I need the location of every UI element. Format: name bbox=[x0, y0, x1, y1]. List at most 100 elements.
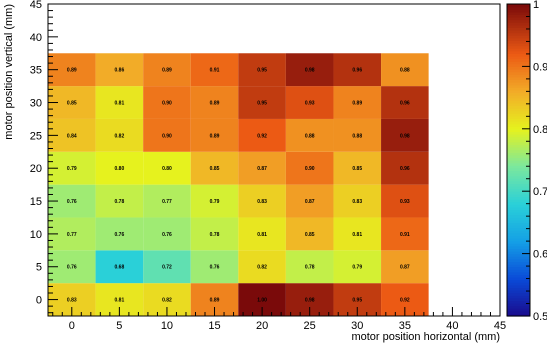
heatmap-cell bbox=[238, 217, 286, 251]
cell-value-label: 0.98 bbox=[400, 133, 410, 139]
color-scale-band bbox=[507, 193, 530, 197]
cell-value-label: 0.76 bbox=[115, 232, 125, 238]
cell-value-label: 0.72 bbox=[162, 265, 172, 271]
y-tick-label: 20 bbox=[30, 163, 42, 175]
cell-value-label: 1.00 bbox=[257, 298, 267, 304]
cell-value-label: 0.98 bbox=[305, 68, 315, 74]
cell-value-label: 0.93 bbox=[305, 101, 315, 107]
heatmap-cell bbox=[285, 118, 334, 152]
color-scale-band bbox=[507, 235, 530, 239]
y-tick-label: 30 bbox=[30, 98, 42, 110]
heatmap-cell bbox=[238, 250, 286, 284]
color-scale-band bbox=[507, 264, 530, 268]
heatmap-cell bbox=[333, 184, 382, 218]
x-tick-label: 15 bbox=[208, 320, 220, 332]
cell-value-label: 0.83 bbox=[352, 199, 362, 205]
color-scale-band bbox=[507, 240, 530, 244]
color-scale-band bbox=[507, 134, 530, 138]
cell-value-label: 0.89 bbox=[210, 298, 220, 304]
color-scale-band bbox=[507, 123, 530, 127]
heatmap-cell bbox=[333, 217, 382, 251]
heatmap-cell bbox=[333, 250, 382, 284]
cell-value-label: 0.90 bbox=[305, 166, 315, 172]
heatmap-cell-labels: 0.83 0.81 0.82 0.89 1.00 0.98 0.95 0.92 0.76 0.68… bbox=[67, 68, 410, 304]
cell-value-label: 0.92 bbox=[257, 133, 267, 139]
heatmap-cell bbox=[238, 118, 286, 152]
color-scale-band bbox=[507, 165, 530, 169]
color-scale-band bbox=[507, 300, 530, 304]
color-scale-band bbox=[507, 113, 530, 117]
cell-value-label: 0.92 bbox=[400, 298, 410, 304]
cell-value-label: 0.91 bbox=[400, 232, 410, 238]
x-tick-label: 45 bbox=[494, 320, 506, 332]
heatmap-cell bbox=[95, 184, 144, 218]
color-scale-band bbox=[507, 63, 530, 67]
cell-value-label: 0.78 bbox=[210, 232, 220, 238]
color-scale-band bbox=[507, 157, 530, 161]
color-scale-band bbox=[507, 30, 530, 34]
y-tick-label: 45 bbox=[30, 0, 42, 11]
color-scale-band bbox=[507, 24, 530, 28]
color-scale-band bbox=[507, 173, 530, 177]
cell-value-label: 0.79 bbox=[67, 166, 77, 172]
color-scale-band bbox=[507, 238, 530, 242]
color-scale-band bbox=[507, 274, 530, 278]
heatmap-cell bbox=[333, 53, 382, 87]
heatmap-cell bbox=[381, 86, 429, 119]
color-scale-band bbox=[507, 45, 530, 49]
y-tick-label: 35 bbox=[30, 65, 42, 77]
cell-value-label: 0.89 bbox=[162, 68, 172, 74]
heatmap-cell bbox=[285, 184, 334, 218]
color-scale-band bbox=[507, 160, 530, 164]
color-scale-band bbox=[507, 310, 530, 314]
color-scale-band bbox=[507, 201, 530, 205]
color-scale-band bbox=[507, 186, 530, 190]
x-tick-label: 5 bbox=[116, 320, 122, 332]
color-scale-band bbox=[507, 217, 530, 221]
heatmap-cell bbox=[143, 151, 191, 185]
color-scale-band bbox=[507, 50, 530, 54]
heatmap-cell bbox=[95, 86, 144, 119]
color-scale-band bbox=[507, 71, 530, 75]
color-scale-band bbox=[507, 79, 530, 83]
color-scale-band bbox=[507, 219, 530, 223]
cell-value-label: 0.78 bbox=[305, 265, 315, 271]
cell-value-label: 0.95 bbox=[257, 68, 267, 74]
color-scale-band bbox=[507, 121, 530, 125]
color-scale-band bbox=[507, 170, 530, 174]
cell-value-label: 0.77 bbox=[162, 199, 172, 205]
color-scale-band bbox=[507, 147, 530, 151]
cell-value-label: 0.82 bbox=[257, 265, 267, 271]
color-scale-tick-label: 0.9 bbox=[533, 61, 547, 73]
cell-value-label: 0.82 bbox=[162, 298, 172, 304]
color-scale-band bbox=[507, 66, 530, 70]
cell-value-label: 0.91 bbox=[210, 68, 220, 74]
cell-value-label: 0.79 bbox=[210, 199, 220, 205]
color-scale-band bbox=[507, 37, 530, 41]
color-scale-band bbox=[507, 102, 530, 106]
cell-value-label: 0.96 bbox=[400, 166, 410, 172]
color-scale-band bbox=[507, 271, 530, 275]
color-scale-band bbox=[507, 58, 530, 62]
color-scale-tick-label: 0.8 bbox=[533, 124, 547, 136]
y-tick-label: 5 bbox=[36, 262, 42, 274]
heatmap-cell bbox=[143, 53, 191, 87]
y-tick-label: 10 bbox=[30, 229, 42, 241]
color-scale-band bbox=[507, 108, 530, 112]
cell-value-label: 0.95 bbox=[257, 101, 267, 107]
cell-value-label: 0.93 bbox=[400, 199, 410, 205]
color-scale-band bbox=[507, 199, 530, 203]
color-scale-band bbox=[507, 277, 530, 281]
color-scale-tick-label: 0.5 bbox=[533, 311, 547, 323]
color-scale-band bbox=[507, 43, 530, 47]
heatmap-cell bbox=[381, 151, 429, 185]
cell-value-label: 0.84 bbox=[67, 133, 77, 139]
cell-value-label: 0.81 bbox=[115, 101, 125, 107]
heatmap-cell bbox=[381, 184, 429, 218]
color-scale-band bbox=[507, 131, 530, 135]
heatmap-cell bbox=[238, 86, 286, 119]
cell-value-label: 0.76 bbox=[162, 232, 172, 238]
cell-value-label: 0.77 bbox=[67, 232, 77, 238]
color-scale-band bbox=[507, 196, 530, 200]
